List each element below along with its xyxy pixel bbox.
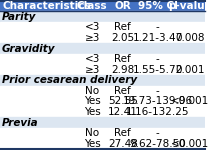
Text: Ref: Ref xyxy=(115,128,131,138)
Text: Yes: Yes xyxy=(84,139,101,149)
Text: 19.73-139.96: 19.73-139.96 xyxy=(123,96,193,106)
Text: <0.001: <0.001 xyxy=(171,96,210,106)
Text: 2.05: 2.05 xyxy=(111,33,134,43)
Text: 27.48: 27.48 xyxy=(108,139,138,149)
Bar xyxy=(0,22,205,33)
Text: Previa: Previa xyxy=(2,118,39,128)
Bar xyxy=(0,117,205,128)
Bar xyxy=(0,86,205,96)
Text: 95% CI: 95% CI xyxy=(138,1,178,11)
Bar xyxy=(0,107,205,117)
Text: 52.55: 52.55 xyxy=(108,96,138,106)
Text: 12.41: 12.41 xyxy=(108,107,138,117)
Text: No: No xyxy=(85,128,99,138)
Text: Yes: Yes xyxy=(84,96,101,106)
Bar xyxy=(0,1,205,11)
Text: <3: <3 xyxy=(84,22,100,32)
Bar xyxy=(0,96,205,107)
Text: Ref: Ref xyxy=(115,22,131,32)
Text: No: No xyxy=(85,86,99,96)
Text: Ref: Ref xyxy=(115,54,131,64)
Bar xyxy=(0,128,205,139)
Text: Characteristics: Characteristics xyxy=(2,1,91,11)
Bar xyxy=(0,11,205,22)
Text: Yes: Yes xyxy=(84,107,101,117)
Text: <0.001: <0.001 xyxy=(171,139,210,149)
Text: ≥3: ≥3 xyxy=(84,33,100,43)
Text: Class: Class xyxy=(77,1,108,11)
Bar xyxy=(0,64,205,75)
Text: 0.001: 0.001 xyxy=(176,65,205,75)
Text: -: - xyxy=(156,86,160,96)
Text: -: - xyxy=(156,128,160,138)
Text: 1.21-3.47: 1.21-3.47 xyxy=(133,33,183,43)
Text: 1.55-5.72: 1.55-5.72 xyxy=(133,65,183,75)
Bar xyxy=(0,33,205,43)
Text: ≥3: ≥3 xyxy=(84,65,100,75)
Text: -: - xyxy=(156,54,160,64)
Text: <3: <3 xyxy=(84,54,100,64)
Text: OR: OR xyxy=(115,1,131,11)
Text: Prior cesarean delivery: Prior cesarean delivery xyxy=(2,75,137,85)
Bar xyxy=(0,75,205,86)
Text: Parity: Parity xyxy=(2,12,36,22)
Text: Gravidity: Gravidity xyxy=(2,44,55,54)
Bar xyxy=(0,139,205,149)
Text: -: - xyxy=(156,22,160,32)
Bar xyxy=(0,54,205,64)
Text: Ref: Ref xyxy=(115,86,131,96)
Text: 1.16-132.25: 1.16-132.25 xyxy=(126,107,189,117)
Text: 9.62-78.50: 9.62-78.50 xyxy=(129,139,186,149)
Bar xyxy=(0,43,205,54)
Text: p-value: p-value xyxy=(169,1,212,11)
Text: 2.98: 2.98 xyxy=(111,65,135,75)
Text: 0.008: 0.008 xyxy=(176,33,205,43)
